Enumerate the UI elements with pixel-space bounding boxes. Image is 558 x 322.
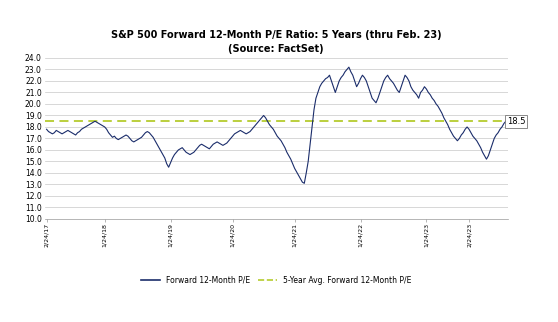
Legend: Forward 12-Month P/E, 5-Year Avg. Forward 12-Month P/E: Forward 12-Month P/E, 5-Year Avg. Forwar… <box>138 272 415 288</box>
Text: 18.5: 18.5 <box>507 117 525 126</box>
Title: S&P 500 Forward 12-Month P/E Ratio: 5 Years (thru Feb. 23)
(Source: FactSet): S&P 500 Forward 12-Month P/E Ratio: 5 Ye… <box>111 30 441 54</box>
